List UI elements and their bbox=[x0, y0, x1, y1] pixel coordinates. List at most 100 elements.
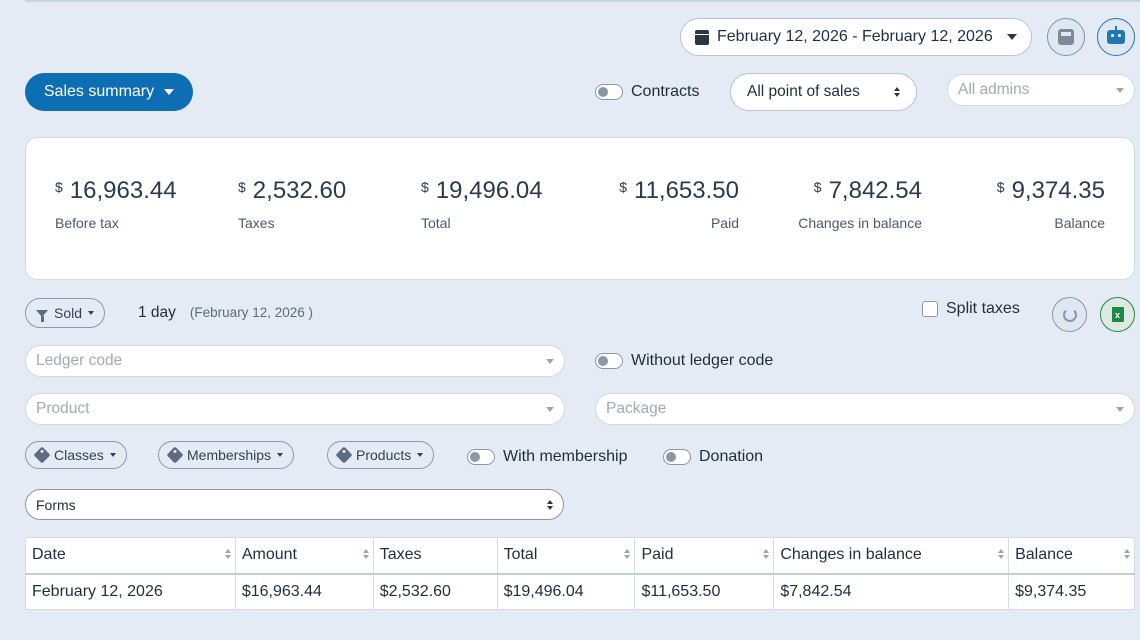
calendar-icon bbox=[695, 29, 709, 45]
with-membership-toggle[interactable] bbox=[467, 449, 495, 465]
chevron-down-icon bbox=[88, 311, 95, 315]
column-header-amount[interactable]: Amount bbox=[234, 537, 374, 574]
stat-label: Paid bbox=[710, 215, 739, 231]
currency-symbol: $ bbox=[238, 179, 246, 195]
stat-value: 16,963.44 bbox=[69, 177, 177, 204]
cell-date: February 12, 2026 bbox=[25, 573, 236, 610]
cell-amount: $16,963.44 bbox=[234, 573, 374, 610]
sales-summary-dropdown[interactable]: Sales summary bbox=[25, 73, 193, 111]
contracts-label: Contracts bbox=[631, 83, 700, 100]
column-label: Changes in balance bbox=[780, 546, 922, 564]
products-label: Products bbox=[356, 447, 412, 463]
sort-icon bbox=[624, 549, 631, 559]
forms-value: Forms bbox=[36, 496, 76, 513]
excel-icon: x bbox=[1111, 307, 1124, 322]
cell-changes-in-balance: $7,842.54 bbox=[773, 573, 1010, 610]
column-header-date[interactable]: Date bbox=[25, 537, 236, 574]
product-select[interactable]: Product bbox=[25, 393, 565, 425]
stat-value: 2,532.60 bbox=[252, 177, 347, 204]
column-label: Taxes bbox=[379, 546, 422, 564]
calculator-button[interactable] bbox=[1047, 18, 1085, 56]
split-taxes-checkbox[interactable] bbox=[922, 301, 938, 317]
robot-button[interactable] bbox=[1097, 18, 1135, 56]
chevron-down-icon bbox=[277, 453, 284, 457]
stat-label: Before tax bbox=[55, 215, 119, 231]
column-header-balance[interactable]: Balance bbox=[1008, 537, 1135, 574]
donation-row[interactable]: Donation bbox=[663, 448, 763, 466]
date-range-text: February 12, 2026 - February 12, 2026 bbox=[717, 28, 993, 45]
forms-select[interactable]: Forms bbox=[25, 489, 564, 520]
select-arrows-icon bbox=[894, 87, 900, 97]
without-ledger-code-row[interactable]: Without ledger code bbox=[595, 352, 773, 370]
calculator-icon bbox=[1058, 29, 1074, 45]
chevron-down-icon bbox=[1116, 87, 1124, 93]
sales-summary-label: Sales summary bbox=[43, 83, 155, 100]
memberships-dropdown[interactable]: Memberships bbox=[158, 441, 295, 469]
stat-before-tax: $16,963.44 Before tax bbox=[55, 177, 177, 231]
chevron-down-icon bbox=[1006, 34, 1017, 40]
split-taxes-label: Split taxes bbox=[946, 300, 1020, 317]
filter-icon bbox=[36, 309, 48, 322]
column-header-taxes[interactable]: Taxes bbox=[372, 537, 498, 574]
sort-icon bbox=[362, 549, 369, 559]
stat-value: 19,496.04 bbox=[435, 177, 543, 204]
chevron-down-icon bbox=[546, 358, 554, 364]
donation-toggle[interactable] bbox=[663, 449, 691, 465]
sales-table: Date Amount Taxes Total Paid Changes in … bbox=[25, 537, 1135, 610]
summary-card bbox=[25, 137, 1135, 280]
top-divider bbox=[25, 0, 1140, 2]
robot-icon bbox=[1107, 26, 1125, 44]
refresh-button[interactable] bbox=[1052, 297, 1087, 332]
stat-changes-in-balance: $7,842.54 Changes in balance bbox=[798, 177, 922, 231]
chevron-down-icon bbox=[164, 89, 175, 95]
with-membership-row[interactable]: With membership bbox=[467, 448, 627, 466]
point-of-sales-select[interactable]: All point of sales bbox=[730, 73, 917, 111]
currency-symbol: $ bbox=[813, 179, 822, 195]
column-header-changes-in-balance[interactable]: Changes in balance bbox=[773, 537, 1010, 574]
table-row: February 12, 2026 $16,963.44 $2,532.60 $… bbox=[25, 573, 1135, 610]
sort-icon bbox=[763, 549, 770, 559]
column-label: Paid bbox=[641, 546, 674, 564]
chevron-down-icon bbox=[417, 453, 424, 457]
column-label: Total bbox=[503, 546, 538, 564]
admins-placeholder: All admins bbox=[958, 81, 1030, 98]
package-select[interactable]: Package bbox=[595, 393, 1135, 425]
classes-label: Classes bbox=[54, 447, 104, 463]
table-header-row: Date Amount Taxes Total Paid Changes in … bbox=[25, 537, 1135, 574]
stat-value: 11,653.50 bbox=[634, 177, 739, 204]
without-ledger-code-label: Without ledger code bbox=[631, 352, 774, 369]
stat-label: Taxes bbox=[238, 215, 275, 231]
column-label: Date bbox=[32, 546, 66, 564]
ledger-code-select[interactable]: Ledger code bbox=[25, 345, 565, 377]
stat-value: 9,374.35 bbox=[1011, 177, 1105, 204]
chevron-down-icon bbox=[1116, 406, 1124, 412]
currency-symbol: $ bbox=[996, 179, 1005, 195]
cell-total: $19,496.04 bbox=[496, 573, 636, 610]
chevron-down-icon bbox=[546, 406, 554, 412]
stat-taxes: $2,532.60 Taxes bbox=[238, 177, 346, 231]
column-header-paid[interactable]: Paid bbox=[634, 537, 775, 574]
contracts-toggle[interactable] bbox=[595, 84, 623, 100]
stat-label: Changes in balance bbox=[798, 215, 922, 231]
sort-icon bbox=[998, 549, 1005, 559]
contracts-toggle-row[interactable]: Contracts bbox=[595, 83, 699, 101]
column-header-total[interactable]: Total bbox=[496, 537, 636, 574]
stat-label: Total bbox=[421, 215, 451, 231]
admins-select[interactable]: All admins bbox=[947, 74, 1135, 106]
period-length: 1 day bbox=[138, 304, 176, 321]
without-ledger-code-toggle[interactable] bbox=[595, 353, 623, 369]
export-excel-button[interactable]: x bbox=[1100, 297, 1135, 332]
column-label: Balance bbox=[1015, 546, 1073, 564]
classes-dropdown[interactable]: Classes bbox=[25, 441, 127, 469]
split-taxes-row[interactable]: Split taxes bbox=[922, 300, 1020, 318]
tag-icon bbox=[33, 446, 51, 464]
ledger-code-placeholder: Ledger code bbox=[36, 352, 123, 369]
memberships-label: Memberships bbox=[187, 447, 272, 463]
sort-icon bbox=[1124, 549, 1130, 559]
currency-symbol: $ bbox=[55, 179, 63, 195]
date-range-picker[interactable]: February 12, 2026 - February 12, 2026 bbox=[680, 18, 1032, 56]
donation-label: Donation bbox=[699, 448, 764, 465]
column-label: Amount bbox=[241, 546, 297, 564]
sold-filter-dropdown[interactable]: Sold bbox=[25, 298, 106, 328]
products-dropdown[interactable]: Products bbox=[327, 441, 435, 469]
